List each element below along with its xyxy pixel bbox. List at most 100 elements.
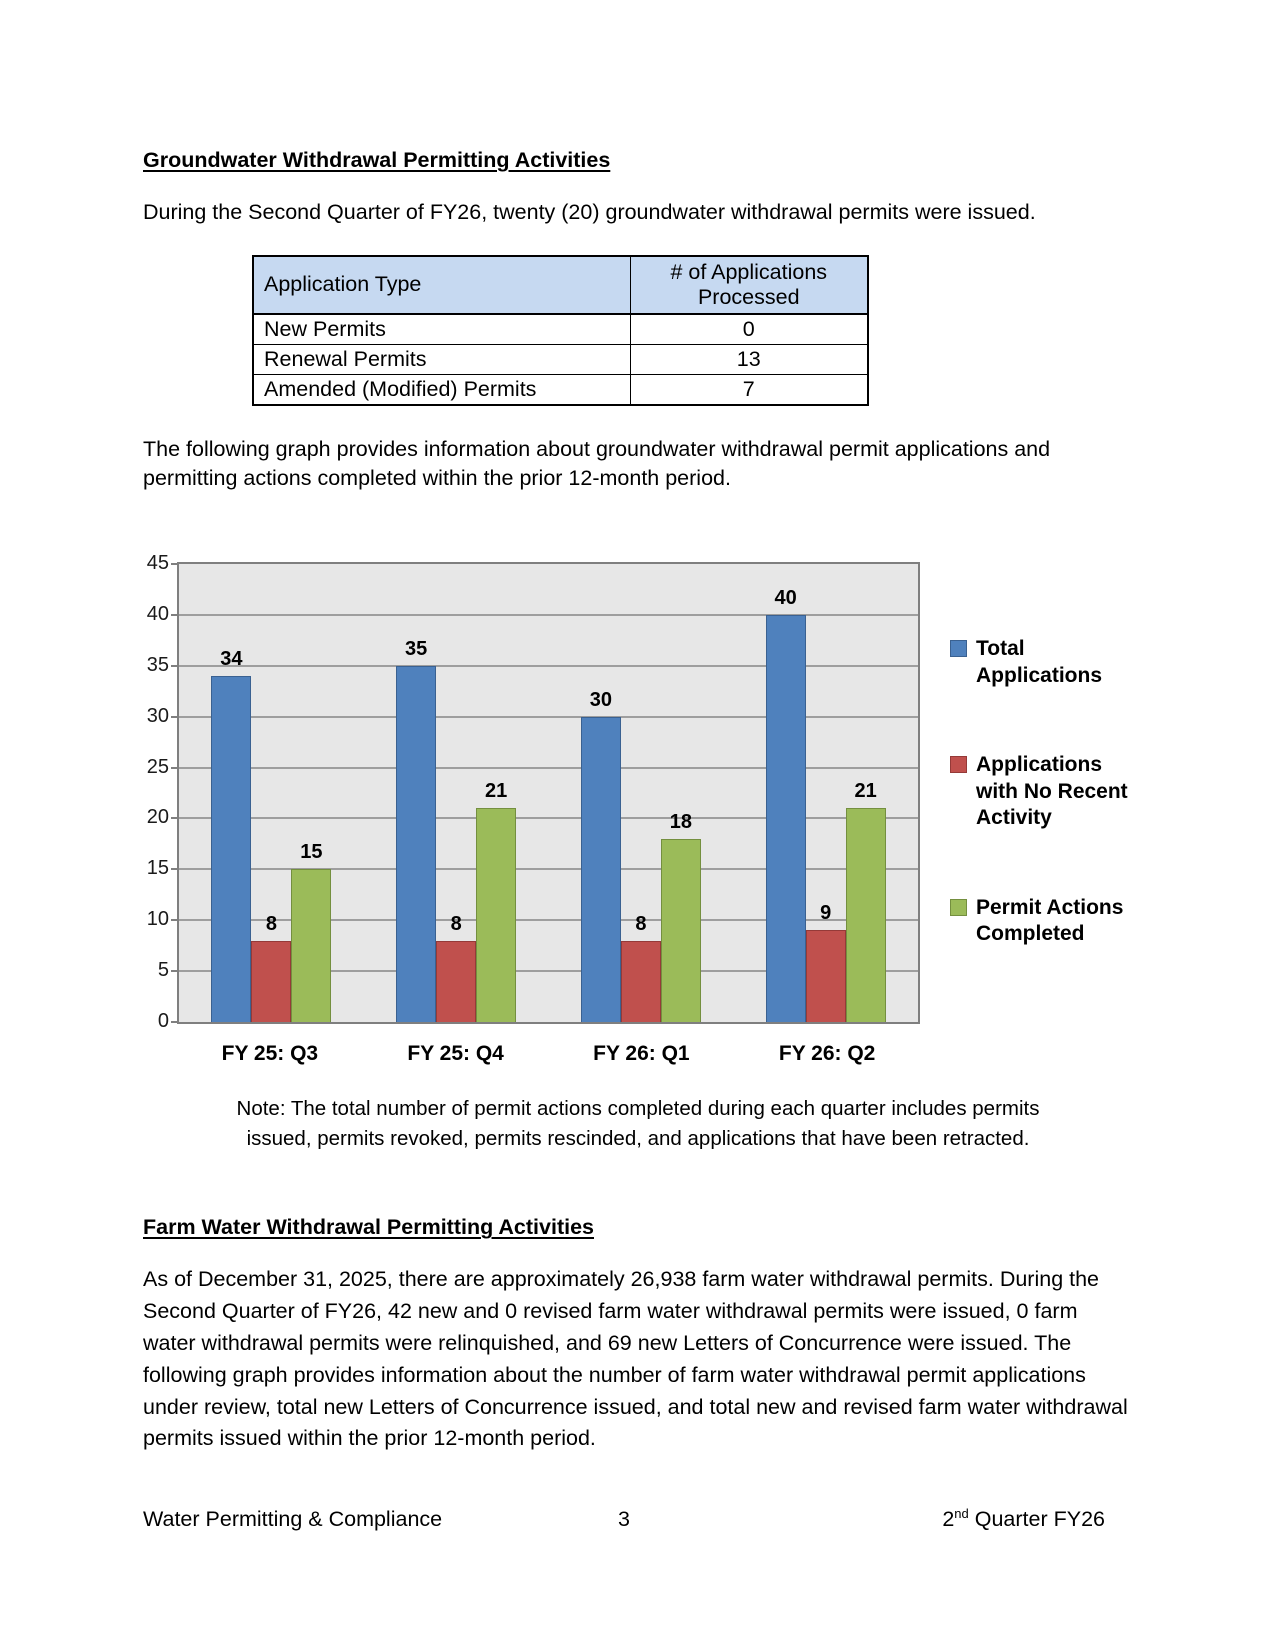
footer-quarter-number: 2 (942, 1507, 955, 1532)
legend-swatch (950, 898, 967, 916)
y-axis-label: 20 (146, 806, 169, 829)
chart-legend: Total Applications Applications with No R… (950, 636, 1136, 948)
table-row: New Permits 0 (252, 313, 869, 345)
bar: 8 (436, 913, 477, 1022)
y-axis-tick (171, 868, 177, 871)
gridline (179, 817, 918, 820)
table-cell: New Permits (252, 313, 631, 345)
chart-x-axis: FY 25: Q3 FY 25: Q4 FY 26: Q1 FY 26: Q2 (177, 1042, 920, 1066)
bar-group: 34 8 15 (179, 564, 364, 1022)
y-axis-label: 0 (157, 1009, 169, 1032)
bar-value-label: 35 (405, 637, 428, 660)
table-header-row: Application Type # of Applications Proces… (252, 255, 869, 315)
y-axis-label: 40 (146, 602, 169, 625)
bar-group: 40 9 21 (733, 564, 918, 1022)
footer-quarter-ordinal: nd (954, 1506, 969, 1521)
applications-table-body: New Permits 0 Renewal Permits 13 Amended (Mo… (252, 313, 869, 406)
footer-quarter-label: 2nd Quarter FY26 (630, 1506, 1133, 1532)
bar-value-label: 21 (485, 780, 508, 803)
x-axis-label: FY 25: Q3 (221, 1041, 319, 1065)
table-cell: 0 (629, 313, 869, 345)
bar-value-label: 8 (265, 912, 277, 935)
chart-note: Note: The total number of permit actions… (236, 1096, 1040, 1150)
bar: 21 (845, 780, 886, 1022)
bar: 34 (211, 648, 252, 1022)
table-row: Renewal Permits 13 (252, 343, 869, 375)
groundwater-section-heading: Groundwater Withdrawal Permitting Activi… (143, 148, 611, 172)
y-axis-tick (171, 766, 177, 769)
gridline (179, 919, 918, 922)
y-axis-label: 35 (146, 653, 169, 676)
legend-item: Total Applications (950, 636, 1136, 689)
legend-label: Total Applications (976, 636, 1103, 687)
gridline (179, 664, 918, 667)
legend-item: Applications with No Recent Activity (950, 752, 1136, 832)
y-axis-tick (171, 919, 177, 922)
bar: 15 (291, 841, 332, 1022)
y-axis-label: 5 (157, 959, 169, 982)
table-cell: Amended (Modified) Permits (252, 373, 631, 406)
applications-table: Application Type # of Applications Proces… (252, 254, 869, 406)
chart-y-axis: 0 5 10 15 20 25 30 35 40 45 (143, 552, 169, 1076)
y-axis-label: 45 (146, 551, 169, 574)
groundwater-intro-paragraph: During the Second Quarter of FY26, twent… (143, 200, 1036, 224)
bar-value-label: 8 (450, 912, 462, 935)
bar-value-label: 15 (300, 841, 323, 864)
legend-swatch (950, 639, 967, 657)
x-axis-label: FY 26: Q2 (778, 1041, 876, 1065)
table-cell: Renewal Permits (252, 343, 631, 375)
x-axis-label: FY 26: Q1 (593, 1041, 690, 1065)
y-axis-tick (171, 664, 177, 667)
bar-value-label: 8 (635, 912, 647, 935)
gridline (179, 970, 918, 973)
graph-intro-paragraph: The following graph provides information… (143, 436, 1051, 491)
table-cell: 13 (629, 343, 869, 375)
y-axis-label: 25 (146, 755, 169, 778)
y-axis-label: 15 (146, 857, 169, 880)
table-header-cell: # of Applications Processed (629, 255, 869, 315)
bar-value-label: 30 (589, 688, 612, 711)
y-axis-label: 30 (146, 704, 169, 727)
bar: 30 (580, 689, 621, 1022)
gridline (179, 613, 918, 616)
footer-document-title: Water Permitting & Compliance (143, 1507, 443, 1532)
table-cell: 7 (629, 373, 869, 406)
table-header-cell: Application Type (252, 255, 631, 315)
bar-group: 30 8 18 (549, 564, 734, 1022)
bar: 35 (396, 638, 437, 1022)
bar: 21 (476, 780, 517, 1022)
x-axis-label: FY 25: Q4 (407, 1041, 504, 1065)
bar-value-label: 34 (220, 647, 243, 670)
bar: 9 (805, 902, 846, 1022)
y-axis-tick (171, 1020, 177, 1023)
gridline (179, 715, 918, 718)
legend-item: Permit Actions Completed (950, 895, 1136, 948)
gridline (179, 766, 918, 769)
bar-group: 35 8 21 (364, 564, 549, 1022)
y-axis-label: 10 (146, 908, 169, 931)
footer: Water Permitting & Compliance 3 2nd Quar… (143, 1506, 1133, 1532)
bar-value-label: 40 (774, 586, 797, 609)
bar: 40 (765, 587, 806, 1022)
chart-plot-area: 34 8 15 35 8 21 30 8 18 40 9 21 (177, 561, 920, 1024)
bar: 8 (251, 913, 292, 1022)
farm-paragraph: As of December 31, 2025, there are appro… (143, 1267, 1128, 1451)
bar-value-label: 21 (854, 780, 877, 803)
bar-value-label: 18 (669, 810, 692, 833)
y-axis-tick (171, 613, 177, 616)
applications-table-head: Application Type # of Applications Proces… (252, 255, 869, 315)
gridline (179, 868, 918, 871)
farm-section-heading: Farm Water Withdrawal Permitting Activit… (143, 1215, 594, 1240)
bar: 18 (660, 811, 701, 1022)
y-axis-tick (171, 562, 177, 565)
table-row: Amended (Modified) Permits 7 (252, 373, 869, 406)
y-axis-tick (171, 970, 177, 973)
legend-label: Permit Actions Completed (976, 895, 1124, 946)
y-axis-tick (171, 715, 177, 718)
y-axis-tick (171, 817, 177, 820)
footer-page-number: 3 (618, 1507, 630, 1532)
bar-value-label: 9 (820, 902, 832, 925)
chart: 0 5 10 15 20 25 30 35 40 45 34 8 15 35 8 21 30 8 18 40 9 21 … (143, 552, 1133, 1076)
footer-quarter-text: Quarter FY26 (968, 1507, 1105, 1532)
